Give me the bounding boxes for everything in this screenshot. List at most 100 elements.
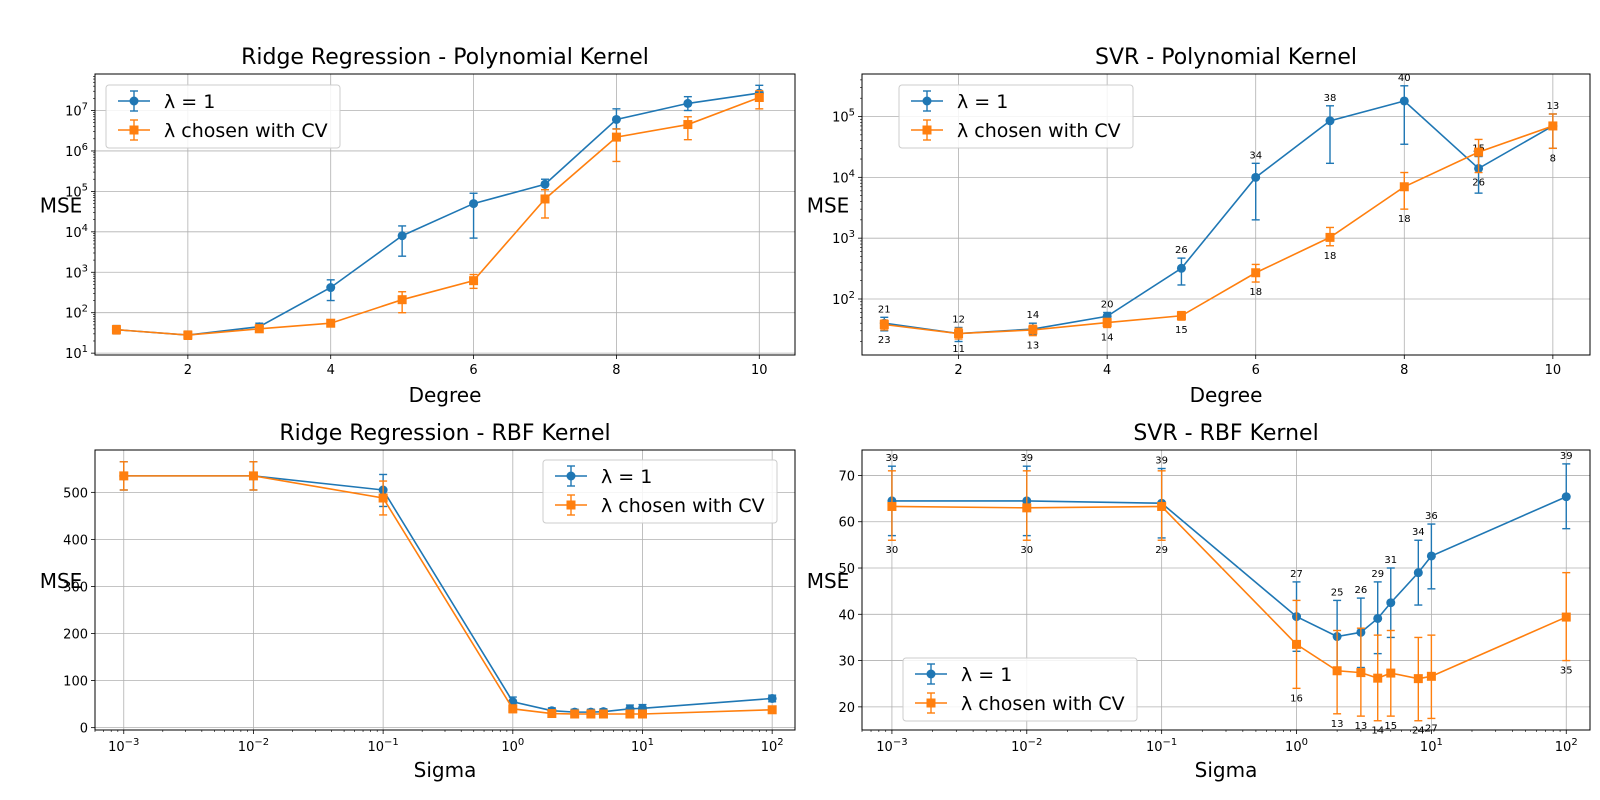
- x-tick-label: 100: [501, 737, 524, 755]
- data-point: [1251, 172, 1261, 182]
- point-label: 35: [1560, 666, 1573, 677]
- x-tick-label: 10−3: [876, 737, 907, 755]
- data-point: [754, 92, 764, 102]
- data-point: [683, 98, 693, 108]
- y-tick-label: 20: [838, 701, 855, 716]
- legend-entry: λ chosen with CV: [555, 494, 765, 517]
- y-tick-label: 102: [65, 304, 88, 322]
- data-point: [1102, 318, 1112, 328]
- y-tick-label: 103: [65, 263, 88, 281]
- data-point: [637, 709, 647, 719]
- data-point: [1356, 668, 1366, 678]
- data-point: [570, 709, 580, 719]
- legend-marker: [129, 96, 139, 106]
- legend-label: λ = 1: [961, 664, 1012, 686]
- x-tick-label: 101: [631, 737, 654, 755]
- y-axis-label: MSE: [807, 194, 850, 218]
- data-point: [954, 329, 964, 339]
- x-tick-label: 4: [327, 363, 335, 378]
- subplot-4: 10−3 10−2 10−1 100 101 102 20 30 40 50 60 70 SVR - R…: [807, 421, 1591, 782]
- x-tick-label: 10−2: [1011, 737, 1042, 755]
- data-point: [683, 120, 693, 130]
- x-tick-label: 10−1: [367, 737, 398, 755]
- point-label: 36: [1425, 511, 1438, 522]
- data-point: [1413, 568, 1423, 578]
- data-point: [540, 194, 550, 204]
- x-axis-label: Degree: [1190, 383, 1263, 407]
- x-tick-label: 10−1: [1146, 737, 1177, 755]
- data-point: [111, 325, 121, 335]
- data-point: [1332, 666, 1342, 676]
- y-axis: 101 102 103 104 105 106 107: [65, 102, 95, 362]
- x-tick-label: 100: [1285, 737, 1308, 755]
- y-tick-label: 106: [65, 142, 88, 160]
- point-label: 13: [1546, 101, 1559, 112]
- series-lambda-cv: [111, 89, 764, 341]
- legend-entry: λ chosen with CV: [911, 119, 1121, 142]
- y-axis-label: MSE: [40, 569, 83, 593]
- data-point: [1399, 96, 1409, 106]
- y-tick-label: 400: [63, 533, 88, 548]
- point-label: 18: [1398, 214, 1411, 225]
- x-axis-label: Sigma: [1195, 758, 1258, 782]
- axes-frame: [94, 73, 796, 356]
- point-label: 15: [1175, 325, 1188, 336]
- y-tick-label: 70: [838, 469, 855, 484]
- legend-entry: λ chosen with CV: [118, 119, 328, 142]
- x-tick-label: 8: [612, 363, 620, 378]
- legend-label: λ chosen with CV: [957, 120, 1121, 142]
- data-point: [540, 179, 550, 189]
- data-point: [1561, 492, 1571, 502]
- point-label: 14: [1026, 310, 1039, 321]
- x-axis: 10−3 10−2 10−1 100 101 102: [108, 730, 784, 755]
- data-point: [1474, 147, 1484, 157]
- point-label: 24: [1412, 726, 1425, 737]
- data-point: [1386, 598, 1396, 608]
- point-label: 13: [1354, 721, 1367, 732]
- point-label: 12: [952, 314, 965, 325]
- data-point: [1561, 612, 1571, 622]
- data-point: [1413, 674, 1423, 684]
- y-tick-label: 0: [80, 722, 88, 737]
- x-tick-label: 10: [751, 363, 768, 378]
- chart-title: Ridge Regression - RBF Kernel: [279, 421, 610, 446]
- point-label: 14: [1101, 332, 1114, 343]
- data-point: [1548, 121, 1558, 131]
- data-point: [1399, 182, 1409, 192]
- y-tick-label: 105: [65, 182, 88, 200]
- data-point: [625, 709, 635, 719]
- data-point: [1157, 501, 1167, 511]
- data-point: [1426, 551, 1436, 561]
- y-tick-label: 50: [838, 562, 855, 577]
- legend-label: λ chosen with CV: [164, 120, 328, 142]
- data-point: [598, 709, 608, 719]
- legend: λ = 1 λ chosen with CV: [105, 84, 341, 149]
- data-point: [254, 324, 264, 334]
- x-tick-label: 8: [1400, 363, 1408, 378]
- series-line: [891, 496, 1567, 638]
- y-axis: 0 100 200 300 400 500: [63, 486, 95, 737]
- data-point: [767, 705, 777, 715]
- data-point: [1022, 503, 1032, 513]
- point-label: 8: [1550, 153, 1556, 164]
- legend-box: [898, 84, 1134, 149]
- data-point: [378, 493, 388, 503]
- point-label: 30: [1020, 545, 1033, 556]
- axes-frame: [861, 73, 1591, 356]
- point-label: 21: [878, 304, 891, 315]
- data-point: [1292, 639, 1302, 649]
- data-point: [397, 295, 407, 305]
- series-line: [891, 505, 1567, 680]
- data-point: [119, 471, 129, 481]
- subplot-1: 2 4 6 8 10 101 102 103 104 105 106 107 Ridge Regress…: [40, 45, 796, 407]
- data-point: [879, 320, 889, 330]
- data-point: [1325, 232, 1335, 242]
- x-tick-label: 102: [1555, 737, 1578, 755]
- y-tick-label: 200: [63, 628, 88, 643]
- point-label: 15: [1384, 721, 1397, 732]
- y-tick-label: 105: [832, 108, 855, 126]
- data-point: [326, 318, 336, 328]
- x-tick-label: 10: [1545, 363, 1562, 378]
